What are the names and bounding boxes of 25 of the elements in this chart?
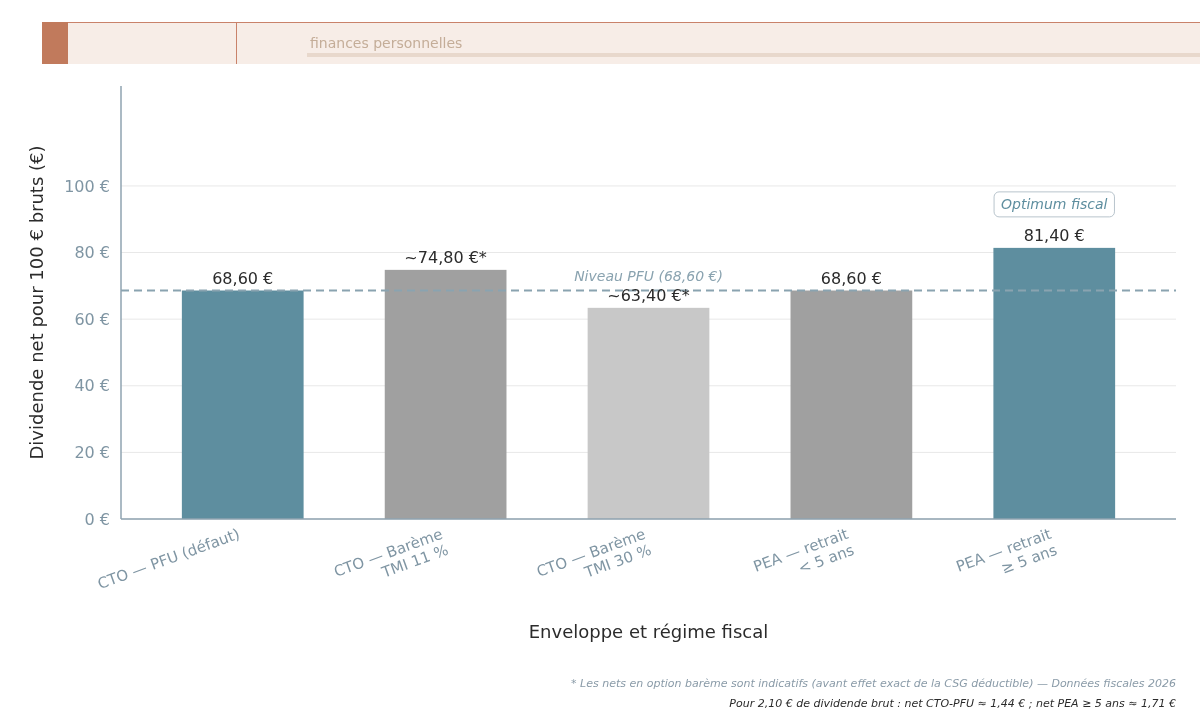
text: Pour 2,10 € de dividende brut : net CTO-PFU ≈ 1,44 € ; net PEA ≥ 5 ans ≈ 1,71 € [729,697,1176,710]
x-tick-label: PEA — retrait ≥ 5 ans [953,524,1060,578]
data-label: 68,60 € [212,268,274,288]
annotation: Optimum fiscal [1001,196,1108,213]
data-label: 81,40 € [1023,225,1085,245]
ref-line-label: Niveau PFU (68,60 €) [574,267,723,284]
bar [790,290,913,519]
data-label: 68,60 € [820,268,882,288]
y-tick-label: 60 € [74,309,110,329]
y-tick-label: 100 € [64,176,110,196]
data-label: ~63,40 €* [607,285,690,305]
bar [587,307,710,519]
y-tick-label: 80 € [74,243,110,263]
bar [993,247,1116,519]
y-axis-title: Dividende net pour 100 € bruts (€) [26,145,47,460]
x-axis-title: Enveloppe et régime fiscal [528,621,769,642]
data-label: ~74,80 €* [404,247,487,267]
bar [384,269,507,519]
y-tick-label: 40 € [74,376,110,396]
y-tick-label: 0 € [84,509,110,529]
bar [181,290,304,519]
y-tick-label: 20 € [74,442,110,462]
text: * Les nets en option barème sont indicatifs (avant effet exact de la CSG déductible) — Données fiscales 2026 [571,677,1176,690]
x-tick-label: PEA — retrait < 5 ans [750,524,857,578]
chart-subtitle: finances personnelles [310,35,463,51]
